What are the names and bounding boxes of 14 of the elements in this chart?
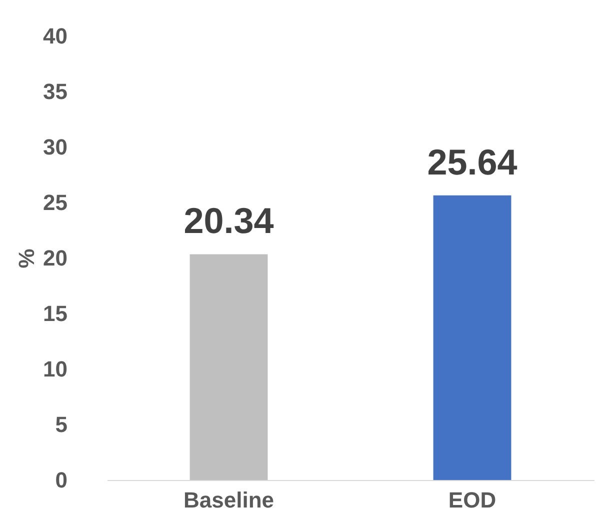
y-tick-label: 10 — [43, 356, 68, 382]
y-tick-label: 30 — [43, 134, 68, 160]
y-axis-title: % — [14, 248, 40, 268]
data-label: 20.34 — [184, 200, 274, 242]
y-tick-label: 15 — [43, 301, 68, 326]
y-tick-label: 20 — [43, 246, 68, 270]
x-tick-label: Baseline — [184, 488, 274, 512]
y-tick-label: 5 — [55, 412, 68, 437]
y-tick-label: 0 — [55, 468, 68, 492]
y-tick-label: 25 — [43, 190, 68, 215]
y-tick-label: 40 — [43, 24, 68, 48]
data-label: 25.64 — [427, 141, 518, 182]
x-tick-label: EOD — [448, 488, 496, 512]
y-tick-label: 35 — [43, 79, 68, 104]
